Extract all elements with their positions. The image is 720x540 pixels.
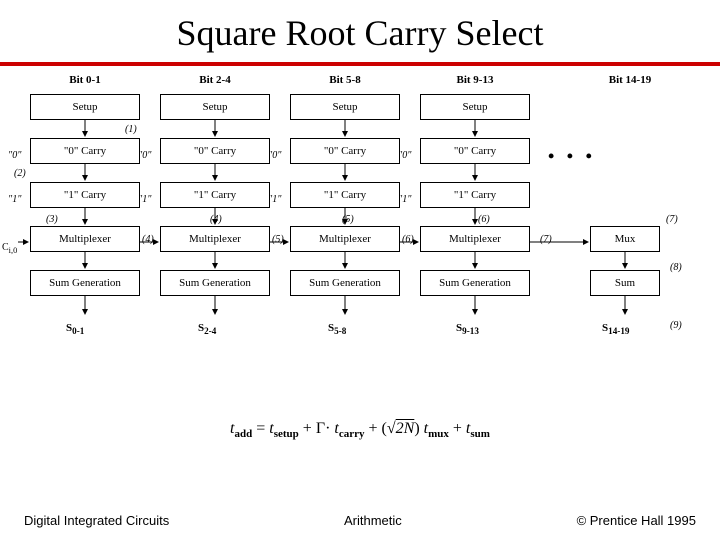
setup-box: Setup [160, 94, 270, 120]
one-label: "1" [398, 194, 411, 205]
zero-label: "0" [138, 150, 151, 161]
timing: (5) [272, 234, 284, 245]
mux-box: Mux [590, 226, 660, 252]
s-label: S9-13 [456, 322, 479, 336]
s-label: S5-8 [328, 322, 346, 336]
slide: Square Root Carry Select Bit 0-1 Setup "… [0, 0, 720, 540]
continuation-dots: • • • [548, 146, 596, 167]
timing: (2) [14, 168, 26, 179]
carry1-box: "1" Carry [30, 182, 140, 208]
sumgen-box: Sum Generation [290, 270, 400, 296]
sumgen-box: Sum Generation [30, 270, 140, 296]
s-label: S2-4 [198, 322, 216, 336]
one-label: "1" [138, 194, 151, 205]
timing: (3) [46, 214, 58, 225]
mux-box: Multiplexer [420, 226, 530, 252]
bit-label: Bit 9-13 [420, 74, 530, 86]
block-diagram: Bit 0-1 Setup "0" Carry "1" Carry Multip… [10, 74, 710, 394]
page-title: Square Root Carry Select [0, 0, 720, 54]
timing: (4) [142, 234, 154, 245]
carry1-box: "1" Carry [160, 182, 270, 208]
col-4: Bit 14-19 Mux Sum [590, 74, 670, 314]
setup-box: Setup [30, 94, 140, 120]
footer: Digital Integrated Circuits Arithmetic ©… [0, 513, 720, 528]
col-3: Bit 9-13 Setup "0" Carry "1" Carry Multi… [420, 74, 530, 314]
s-label: S14-19 [602, 322, 630, 336]
bit-label: Bit 14-19 [590, 74, 670, 86]
timing: (9) [670, 320, 682, 331]
footer-left: Digital Integrated Circuits [24, 513, 169, 528]
cin-label: Ci,0 [2, 242, 17, 255]
bit-label: Bit 0-1 [30, 74, 140, 86]
col-0: Bit 0-1 Setup "0" Carry "1" Carry Multip… [30, 74, 140, 314]
sumgen-box: Sum Generation [160, 270, 270, 296]
bit-label: Bit 2-4 [160, 74, 270, 86]
zero-label: "0" [8, 150, 21, 161]
mux-box: Multiplexer [290, 226, 400, 252]
timing: (7) [666, 214, 678, 225]
timing: (6) [478, 214, 490, 225]
carry1-box: "1" Carry [290, 182, 400, 208]
footer-mid: Arithmetic [344, 513, 402, 528]
timing: (1) [125, 124, 137, 135]
carry0-box: "0" Carry [420, 138, 530, 164]
timing: (4) [210, 214, 222, 225]
zero-label: "0" [268, 150, 281, 161]
carry1-box: "1" Carry [420, 182, 530, 208]
carry0-box: "0" Carry [160, 138, 270, 164]
one-label: "1" [268, 194, 281, 205]
sum-box: Sum [590, 270, 660, 296]
timing: (8) [670, 262, 682, 273]
bit-label: Bit 5-8 [290, 74, 400, 86]
footer-right: © Prentice Hall 1995 [577, 513, 696, 528]
mux-box: Multiplexer [30, 226, 140, 252]
mux-box: Multiplexer [160, 226, 270, 252]
timing: (6) [402, 234, 414, 245]
zero-label: "0" [398, 150, 411, 161]
s-label: S0-1 [66, 322, 84, 336]
timing: (5) [342, 214, 354, 225]
title-rule [0, 62, 720, 66]
carry0-box: "0" Carry [30, 138, 140, 164]
setup-box: Setup [290, 94, 400, 120]
carry0-box: "0" Carry [290, 138, 400, 164]
setup-box: Setup [420, 94, 530, 120]
one-label: "1" [8, 194, 21, 205]
sumgen-box: Sum Generation [420, 270, 530, 296]
timing-formula: tadd = tsetup + Γ· tcarry + (√2N) tmux +… [0, 420, 720, 440]
timing: (7) [540, 234, 552, 245]
col-2: Bit 5-8 Setup "0" Carry "1" Carry Multip… [290, 74, 400, 314]
col-1: Bit 2-4 Setup "0" Carry "1" Carry Multip… [160, 74, 270, 314]
